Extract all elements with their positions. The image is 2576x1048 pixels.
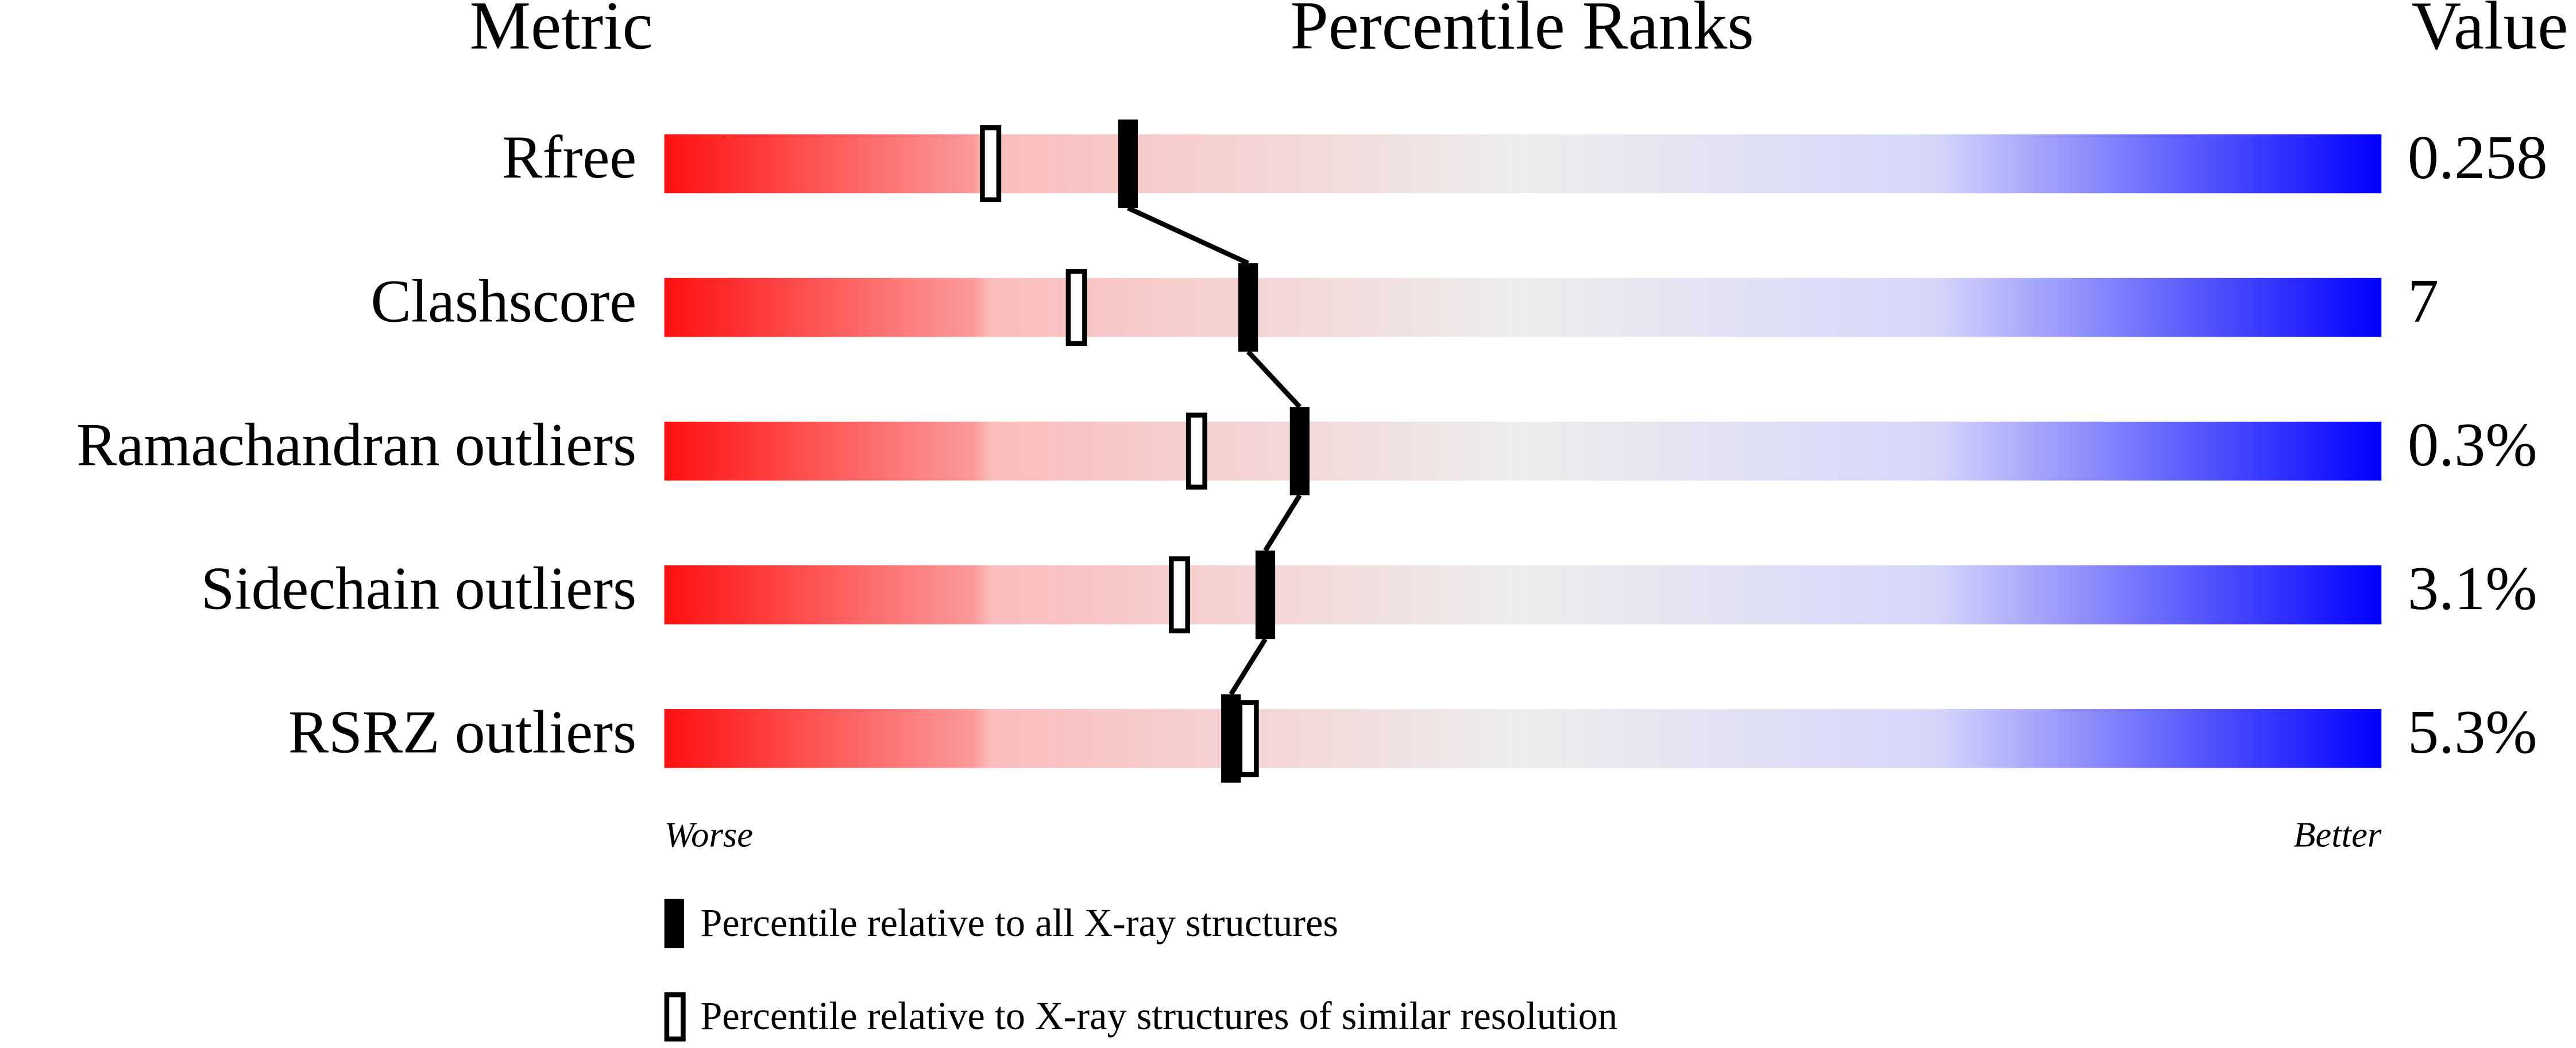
metric-value: 7 bbox=[2408, 267, 2439, 336]
percentile-marker-open bbox=[1185, 413, 1207, 490]
percentile-marker bbox=[1238, 263, 1258, 352]
percentile-marker bbox=[1289, 407, 1310, 496]
percentile-marker bbox=[1221, 694, 1241, 783]
percentile-marker bbox=[1118, 120, 1138, 208]
percentile-marker-open bbox=[1065, 269, 1087, 346]
legend-marker bbox=[664, 899, 684, 949]
legend-label: Percentile relative to all X-ray structu… bbox=[700, 901, 1338, 945]
metric-label: RSRZ outliers bbox=[288, 699, 636, 766]
column-title: Value bbox=[2412, 0, 2569, 63]
legend-label: Percentile relative to X-ray structures … bbox=[700, 994, 1617, 1038]
metric-label: Rfree bbox=[502, 124, 636, 191]
legend-marker bbox=[664, 992, 686, 1042]
metric-label: Sidechain outliers bbox=[201, 554, 636, 622]
metric-label: Ramachandran outliers bbox=[76, 411, 636, 478]
metric-value: 0.258 bbox=[2408, 123, 2548, 192]
column-title: Percentile Ranks bbox=[1290, 0, 1754, 63]
slider-bar bbox=[664, 134, 2382, 194]
metric-value: 3.1% bbox=[2408, 554, 2538, 623]
x-start-label: Worse bbox=[665, 815, 753, 855]
percentile-marker-open bbox=[1169, 556, 1191, 634]
metric-value: 5.3% bbox=[2408, 698, 2538, 766]
slider-bar bbox=[664, 709, 2382, 768]
column-title: Metric bbox=[470, 0, 653, 63]
slider-bar bbox=[664, 421, 2382, 481]
x-end-label: Better bbox=[2293, 815, 2382, 855]
percentile-marker bbox=[1255, 550, 1276, 639]
connector-line bbox=[1127, 206, 1302, 696]
metric-label: Clashscore bbox=[371, 267, 637, 334]
slider-bar bbox=[664, 565, 2382, 625]
metric-value: 0.3% bbox=[2408, 410, 2538, 479]
percentile-marker-open bbox=[980, 125, 1002, 202]
slider-bar bbox=[664, 278, 2382, 337]
percentile-marker-open bbox=[1237, 700, 1259, 777]
